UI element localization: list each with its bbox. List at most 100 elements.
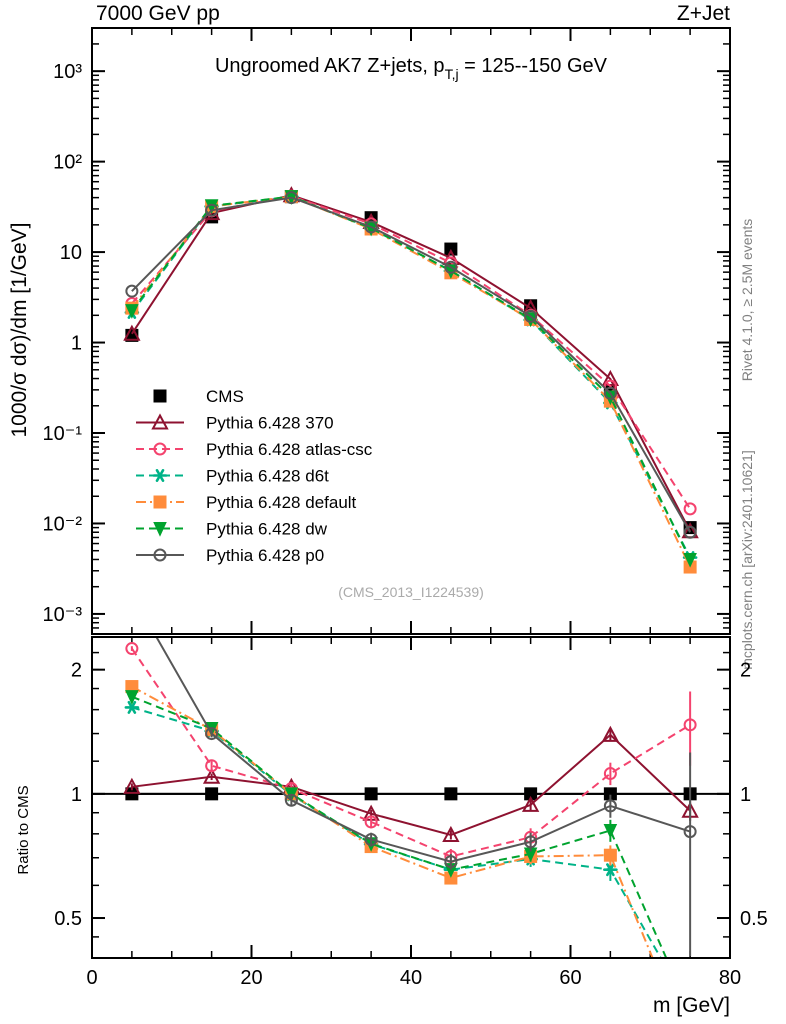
y-axis-label: 1000/σ dσ)/dm [1/GeV]	[8, 222, 31, 437]
legend-marker	[153, 389, 167, 403]
legend-label-6: Pythia 6.428 p0	[206, 546, 324, 565]
marker-6-5	[524, 309, 538, 323]
series-line-6	[131, 196, 691, 533]
header-right: Z+Jet	[677, 2, 730, 25]
y-tick-label: 10²	[53, 152, 82, 174]
ratio-tick-label: 0.5	[740, 908, 768, 930]
ratio-marker-1-6	[601, 725, 620, 742]
marker-6-2	[284, 191, 298, 205]
ratio-marker-6-4	[444, 855, 458, 869]
ratio-marker-2-1	[205, 759, 219, 773]
ratio-line-2	[131, 647, 691, 858]
series-line-1	[131, 194, 692, 532]
ratio-marker-5-6	[603, 823, 618, 839]
ratio-marker-6-5	[524, 835, 538, 849]
ratio-tick-label: 2	[740, 660, 751, 682]
ratio-marker-1-1	[202, 767, 221, 784]
legend-item-1[interactable]: Pythia 6.428 370	[136, 413, 334, 433]
marker-6-7	[683, 525, 697, 539]
header-left: 7000 GeV pp	[96, 2, 220, 25]
marker-1-0	[123, 324, 141, 341]
ratio-marker-6-2	[284, 793, 298, 807]
legend: CMS Pythia 6.428 370 Pythia 6.428 atlas-cs…	[136, 387, 373, 565]
ratio-line-1	[131, 733, 691, 836]
main-panel-frame: 10³ 10² 10 1 10⁻¹ 10⁻² 10⁻³	[43, 27, 731, 635]
ratio-marker-2-0	[125, 642, 139, 656]
ratio-marker-0-4	[444, 787, 458, 801]
legend-label-5: Pythia 6.428 dw	[206, 520, 328, 539]
marker-2-7	[683, 502, 697, 516]
ratio-marker-6-1	[205, 727, 219, 741]
svg-text:Ungroomed AK7 Z+jets, pT,j = 1: Ungroomed AK7 Z+jets, pT,j = 125--150 Ge…	[215, 55, 608, 82]
x-tick-label: 0	[86, 967, 97, 989]
y-tick-label: 10⁻²	[43, 513, 83, 535]
marker-5-7	[683, 552, 697, 568]
plot-title: Ungroomed AK7 Z+jets, pT,j = 125--150 Ge…	[215, 55, 608, 82]
ratio-marker-1-4	[442, 825, 460, 842]
ratio-marker-3-6	[603, 863, 618, 877]
analysis-watermark: (CMS_2013_I1224539)	[338, 584, 484, 600]
y-tick-label: 1	[71, 333, 82, 355]
marker-5-0	[125, 304, 139, 319]
ratio-marker-6-3	[364, 833, 378, 847]
marker-6-4	[444, 260, 458, 274]
legend-marker	[153, 522, 167, 537]
legend-item-0[interactable]: CMS	[153, 387, 244, 406]
x-tick-label: 20	[240, 967, 262, 989]
ratio-marker-5-0	[125, 690, 139, 705]
legend-marker	[153, 442, 167, 456]
legend-label-1: Pythia 6.428 370	[206, 414, 334, 433]
ratio-tick-label: 2	[71, 660, 82, 682]
ratio-marker-1-5	[521, 795, 540, 812]
ratio-axes-box	[91, 636, 731, 959]
series-line-5	[131, 195, 692, 560]
legend-marker	[151, 413, 169, 430]
marker-6-3	[364, 220, 378, 234]
ratio-marker-1-0	[123, 777, 141, 794]
x-tick-label: 60	[559, 967, 581, 989]
marker-6-0	[125, 284, 139, 298]
y-tick-label: 10	[60, 242, 82, 264]
legend-marker	[153, 495, 167, 509]
title-subscript: T,j	[445, 66, 459, 82]
legend-item-4[interactable]: Pythia 6.428 default	[136, 493, 357, 512]
x-axis-label: m [GeV]	[653, 994, 730, 1017]
ratio-marker-6-6	[603, 799, 617, 813]
legend-item-2[interactable]: Pythia 6.428 atlas-csc	[136, 440, 373, 459]
legend-label-2: Pythia 6.428 atlas-csc	[206, 440, 373, 459]
ratio-line-6	[155, 638, 691, 863]
y-tick-label: 10⁻³	[43, 604, 83, 626]
x-tick-label: 40	[400, 967, 422, 989]
ratio-marker-4-6	[603, 848, 617, 862]
legend-item-6[interactable]: Pythia 6.428 p0	[136, 546, 324, 565]
mcplots-source-label: mcplots.cern.ch [arXiv:2401.10621]	[739, 450, 755, 669]
legend-item-5[interactable]: Pythia 6.428 dw	[136, 520, 328, 539]
y-tick-label: 10³	[53, 61, 82, 83]
ratio-marker-2-7	[683, 718, 697, 732]
rivet-version-label: Rivet 4.1.0, ≥ 2.5M events	[739, 219, 755, 382]
ratio-line-3	[131, 706, 662, 957]
title-main: Ungroomed AK7 Z+jets, p	[215, 55, 445, 77]
series-line-2	[131, 195, 691, 510]
ratio-panel-frame: 0 20 40 60 80 2 2 1 1 0.5 0.5	[54, 636, 768, 989]
legend-marker	[152, 469, 168, 482]
ratio-line-4	[131, 685, 654, 957]
marker-6-6	[603, 386, 617, 400]
ratio-marker-2-3	[364, 815, 378, 829]
ratio-tick-label: 1	[71, 784, 82, 806]
marker-6-1	[205, 203, 219, 217]
ratio-marker-0-3	[364, 787, 378, 801]
ratio-marker-3-0	[124, 700, 140, 714]
ratio-marker-6-7	[683, 825, 697, 839]
y-tick-label: 10⁻¹	[43, 423, 83, 445]
ratio-panel-series	[123, 638, 699, 957]
legend-label-3: Pythia 6.428 d6t	[206, 467, 329, 486]
ratio-y-axis-label: Ratio to CMS	[15, 785, 32, 874]
legend-label-4: Pythia 6.428 default	[206, 493, 357, 512]
ratio-marker-0-1	[205, 787, 219, 801]
legend-marker	[153, 548, 167, 562]
legend-item-3[interactable]: Pythia 6.428 d6t	[136, 467, 329, 486]
main-axes-box	[91, 27, 731, 635]
ratio-tick-label: 0.5	[54, 908, 82, 930]
